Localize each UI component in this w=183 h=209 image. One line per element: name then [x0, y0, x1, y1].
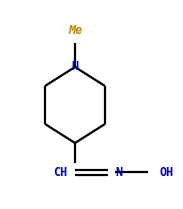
Text: CH: CH	[53, 166, 67, 178]
Text: N: N	[71, 60, 79, 74]
Text: N: N	[115, 166, 123, 178]
Text: OH: OH	[160, 166, 174, 178]
Text: Me: Me	[68, 23, 82, 37]
